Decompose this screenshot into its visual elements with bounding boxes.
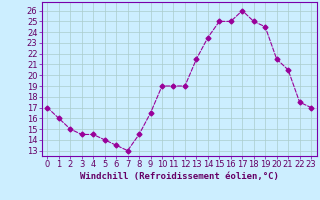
X-axis label: Windchill (Refroidissement éolien,°C): Windchill (Refroidissement éolien,°C) [80,172,279,181]
